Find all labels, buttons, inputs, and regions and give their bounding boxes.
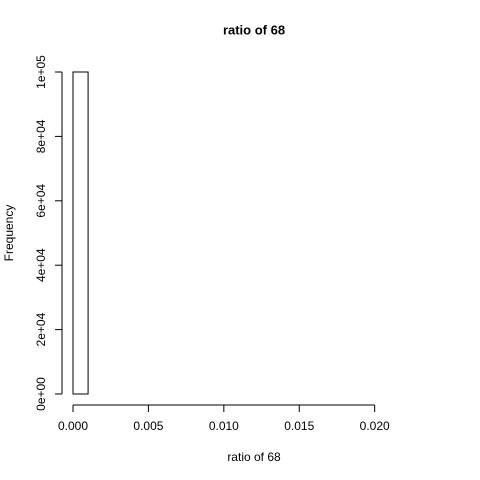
x-tick-label: 0.020	[360, 419, 390, 433]
y-axis-label: Frequency	[2, 205, 16, 262]
x-tick-label: 0.005	[133, 419, 163, 433]
x-tick-label: 0.015	[284, 419, 314, 433]
y-tick-label: 4e+04	[34, 248, 48, 282]
x-tick-label: 0.000	[58, 419, 88, 433]
x-axis-label: ratio of 68	[227, 450, 281, 464]
y-tick-label: 8e+04	[34, 119, 48, 153]
chart-title: ratio of 68	[223, 22, 285, 37]
y-tick-label: 6e+04	[34, 184, 48, 218]
y-tick-label: 2e+04	[34, 312, 48, 346]
y-tick-label: 0e+00	[34, 377, 48, 411]
y-tick-label: 1e+05	[34, 55, 48, 89]
x-tick-label: 0.010	[209, 419, 239, 433]
bar	[72, 71, 89, 395]
